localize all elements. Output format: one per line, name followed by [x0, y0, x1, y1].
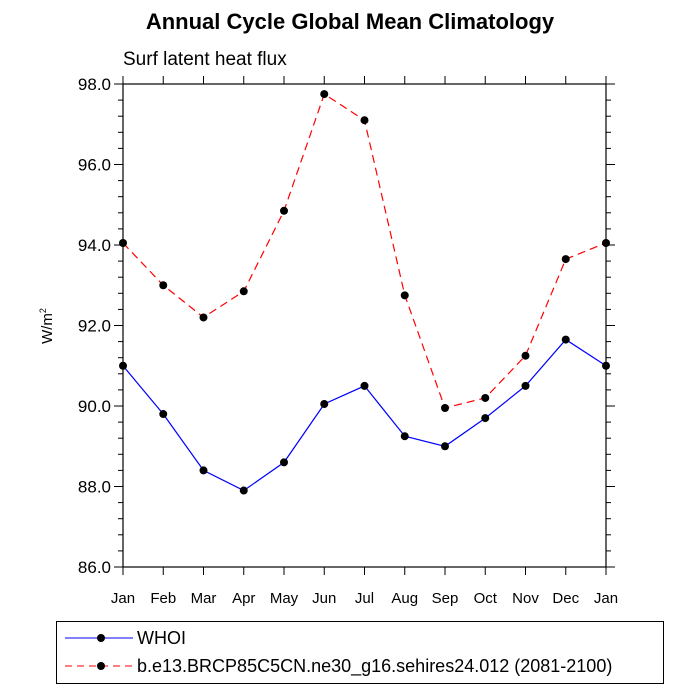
data-point-series-1	[521, 351, 530, 360]
data-point-series-0	[280, 458, 288, 467]
data-point-series-1	[360, 116, 369, 125]
chart-title: Annual Cycle Global Mean Climatology	[145, 9, 555, 34]
legend-swatch-model	[65, 662, 133, 670]
legend: WHOI b.e13.BRCP85C5CN.ne30_g16.sehires24…	[56, 621, 664, 684]
series-line-1	[122, 93, 607, 409]
data-point-series-0	[360, 381, 369, 390]
y-tick-label: 90.0	[78, 397, 111, 416]
y-tick-label: 92.0	[78, 317, 111, 336]
data-point-series-0	[481, 414, 490, 423]
data-point-series-0	[400, 432, 409, 441]
x-tick-label: May	[270, 590, 299, 607]
data-point-series-0	[159, 410, 168, 419]
legend-swatch-whoi	[65, 634, 133, 642]
data-point-series-1	[441, 404, 449, 413]
data-point-series-0	[320, 399, 329, 408]
x-tick-label: Aug	[391, 590, 418, 607]
x-tick-label: Apr	[232, 590, 255, 607]
legend-entry-model: b.e13.BRCP85C5CN.ne30_g16.sehires24.012 …	[57, 655, 612, 677]
x-tick-label: Nov	[512, 590, 539, 607]
data-point-series-1	[239, 287, 248, 296]
series-line-0	[122, 338, 607, 492]
data-point-series-1	[159, 281, 168, 290]
x-tick-label: Jan	[111, 590, 135, 607]
data-point-series-0	[602, 361, 610, 370]
x-tick-label: Jul	[355, 590, 374, 607]
data-point-series-1	[602, 238, 610, 247]
y-tick-label: 96.0	[78, 156, 111, 175]
data-point-series-1	[119, 238, 127, 247]
data-point-series-0	[199, 466, 208, 475]
y-tick-label: 98.0	[78, 75, 111, 94]
data-point-series-1	[320, 90, 329, 99]
x-tick-label: Sep	[432, 590, 459, 607]
chart-subtitle: Surf latent heat flux	[123, 49, 287, 70]
y-tick-label: 94.0	[78, 236, 111, 255]
y-tick-label: 86.0	[78, 558, 111, 577]
data-point-series-1	[199, 313, 208, 322]
legend-entry-whoi: WHOI	[57, 627, 186, 649]
x-tick-label: Jan	[594, 590, 618, 607]
data-point-series-0	[521, 381, 530, 390]
data-point-series-0	[561, 335, 570, 344]
legend-label-whoi: WHOI	[137, 627, 186, 648]
x-tick-label: Dec	[552, 590, 579, 607]
data-point-series-1	[400, 291, 409, 300]
data-point-series-1	[481, 393, 490, 402]
data-point-series-0	[441, 442, 449, 451]
x-tick-label: Jun	[312, 590, 336, 607]
legend-label-model: b.e13.BRCP85C5CN.ne30_g16.sehires24.012 …	[137, 655, 613, 676]
plot-frame	[122, 83, 607, 568]
data-point-series-0	[119, 361, 127, 370]
data-point-series-1	[280, 206, 288, 215]
x-tick-label: Mar	[191, 590, 217, 607]
x-tick-label: Feb	[150, 590, 176, 607]
x-tick-label: Oct	[474, 590, 498, 607]
data-point-series-1	[561, 255, 570, 264]
data-point-series-0	[239, 486, 248, 495]
y-tick-label: 88.0	[78, 478, 111, 497]
